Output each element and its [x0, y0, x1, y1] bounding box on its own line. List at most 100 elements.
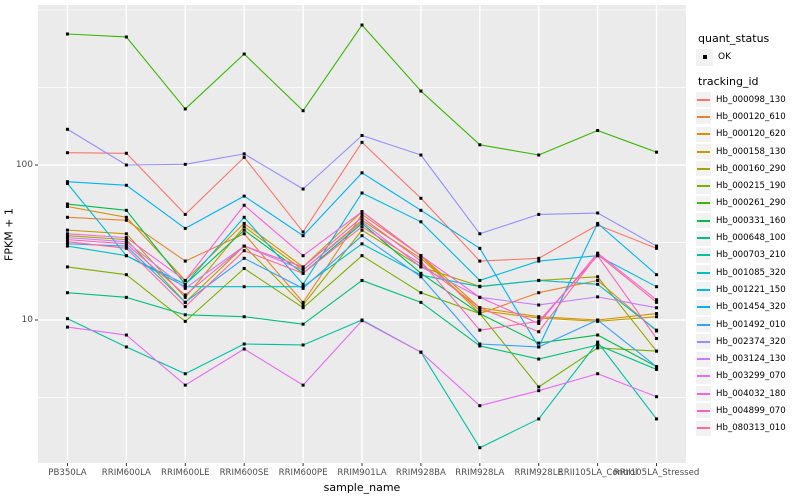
x-tick-label: RRIM928BA — [395, 468, 446, 478]
series-color-line-icon — [697, 427, 710, 430]
legend-key-box — [696, 317, 711, 332]
legend-item-Hb_000120_620: Hb_000120_620 — [696, 126, 786, 143]
y-tick-label-100: 100 — [15, 160, 33, 170]
legend-item-Hb_003299_070: Hb_003299_070 — [696, 368, 786, 385]
legend-title-tracking-id: tracking_id — [698, 75, 759, 88]
legend-tracking-items: Hb_000098_130 Hb_000120_610 Hb_000120_620 H… — [696, 91, 786, 437]
series-color-line-icon — [697, 409, 710, 412]
series-color-line-icon — [697, 202, 710, 205]
legend-key-box — [696, 282, 711, 298]
legend-key-box — [696, 144, 711, 160]
legend-key-box — [696, 368, 711, 384]
series-color-line-icon — [697, 340, 710, 343]
series-color-line-icon — [697, 254, 710, 257]
legend-item-Hb_004899_070: Hb_004899_070 — [696, 402, 786, 419]
legend-key-box — [696, 126, 711, 142]
legend-key-box — [696, 334, 711, 350]
legend-item-label: Hb_000098_130 — [716, 94, 786, 105]
legend-item-Hb_001492_010: Hb_001492_010 — [696, 316, 786, 333]
series-color-line-icon — [697, 358, 710, 361]
x-tick-label: RRIM600PE — [278, 468, 328, 478]
legend-key-box — [696, 48, 713, 66]
legend-item-label: Hb_000158_130 — [716, 146, 786, 157]
y-tick-label-10: 10 — [21, 315, 33, 325]
legend-item-label: Hb_003299_070 — [716, 371, 786, 382]
legend-item-label: Hb_080313_010 — [716, 423, 786, 434]
legend-key-box — [696, 195, 711, 211]
legend-key-box — [696, 178, 711, 194]
x-tick-label: RRIM928LA — [455, 468, 505, 478]
legend-item-label: Hb_000703_210 — [716, 250, 786, 261]
x-tick-label: RRIM600LE — [161, 468, 210, 478]
series-color-line-icon — [697, 237, 710, 240]
series-color-line-icon — [697, 271, 710, 274]
legend-item-Hb_001454_320: Hb_001454_320 — [696, 299, 786, 316]
y-axis-title: FPKM + 1 — [2, 208, 16, 261]
legend-key-box — [696, 109, 711, 125]
legend-item-label: OK — [718, 52, 731, 62]
legend-item-Hb_000703_210: Hb_000703_210 — [696, 247, 786, 264]
legend-key-box — [696, 265, 711, 281]
series-color-line-icon — [697, 98, 710, 101]
series-color-line-icon — [697, 133, 710, 136]
legend-key-box — [696, 403, 711, 419]
legend-item-label: Hb_000160_290 — [716, 163, 786, 174]
legend-item-label: Hb_001085_320 — [716, 267, 786, 278]
legend-item-label: Hb_000331_160 — [716, 215, 786, 226]
black-point-icon — [702, 55, 707, 59]
x-tick-label: RRIM600SE — [219, 468, 269, 478]
legend-item-label: Hb_000648_100 — [716, 233, 786, 244]
legend-item-Hb_080313_010: Hb_080313_010 — [696, 420, 786, 437]
legend-item-quant-ok: OK — [696, 48, 731, 66]
legend-key-box — [696, 299, 711, 315]
x-tick-label: PB350LA — [48, 468, 87, 478]
series-color-line-icon — [697, 185, 710, 188]
series-color-line-icon — [697, 150, 710, 153]
legend-item-label: Hb_001221_150 — [716, 284, 786, 295]
legend-item-label: Hb_000120_620 — [716, 129, 786, 140]
series-color-line-icon — [697, 323, 710, 326]
series-color-line-icon — [697, 167, 710, 170]
x-axis-tick-labels: PB350LA RRIM600LA RRIM600LE RRIM600SE RRIM60… — [0, 468, 800, 482]
x-axis-title: sample_name — [323, 481, 401, 494]
legend-item-label: Hb_000215_190 — [716, 181, 786, 192]
x-tick-label: RRIM901LA — [337, 468, 387, 478]
legend-item-label: Hb_004899_070 — [716, 405, 786, 416]
legend-item-label: Hb_000120_610 — [716, 111, 786, 122]
x-tick-label: RRII105LA_Control — [557, 468, 638, 478]
x-tick-label: RRIM928LE — [514, 468, 563, 478]
legend-item-Hb_001221_150: Hb_001221_150 — [696, 281, 786, 298]
legend-key-box — [696, 386, 711, 402]
series-color-line-icon — [697, 115, 710, 118]
legend: quant_status OK tracking_id Hb_000098_13… — [694, 0, 800, 500]
legend-item-Hb_004032_180: Hb_004032_180 — [696, 385, 786, 402]
legend-item-Hb_000120_610: Hb_000120_610 — [696, 108, 786, 125]
legend-item-Hb_000158_130: Hb_000158_130 — [696, 143, 786, 160]
series-color-line-icon — [697, 392, 710, 395]
legend-key-box — [696, 420, 711, 436]
legend-item-Hb_002374_320: Hb_002374_320 — [696, 333, 786, 350]
legend-item-label: Hb_000261_290 — [716, 198, 786, 209]
legend-item-label: Hb_004032_180 — [716, 388, 786, 399]
legend-key-box — [696, 351, 711, 367]
series-color-line-icon — [697, 306, 710, 309]
legend-item-Hb_000331_160: Hb_000331_160 — [696, 212, 786, 229]
legend-key-box — [696, 230, 711, 246]
legend-key-box — [696, 92, 711, 108]
x-tick-label: RRIM600LA — [101, 468, 151, 478]
legend-key-box — [696, 247, 711, 263]
legend-item-Hb_000261_290: Hb_000261_290 — [696, 195, 786, 212]
legend-key-box — [696, 213, 711, 229]
legend-key-box — [696, 161, 711, 177]
legend-item-label: Hb_003124_130 — [716, 354, 786, 365]
series-color-line-icon — [697, 288, 710, 291]
legend-item-Hb_000648_100: Hb_000648_100 — [696, 229, 786, 246]
legend-item-label: Hb_002374_320 — [716, 336, 786, 347]
legend-item-Hb_000098_130: Hb_000098_130 — [696, 91, 786, 108]
x-tick-label: RRII105LA_Stressed — [613, 468, 700, 478]
axis-ticks — [35, 164, 658, 466]
legend-item-label: Hb_001492_010 — [716, 319, 786, 330]
legend-item-Hb_000160_290: Hb_000160_290 — [696, 160, 786, 177]
data-points — [65, 23, 659, 450]
